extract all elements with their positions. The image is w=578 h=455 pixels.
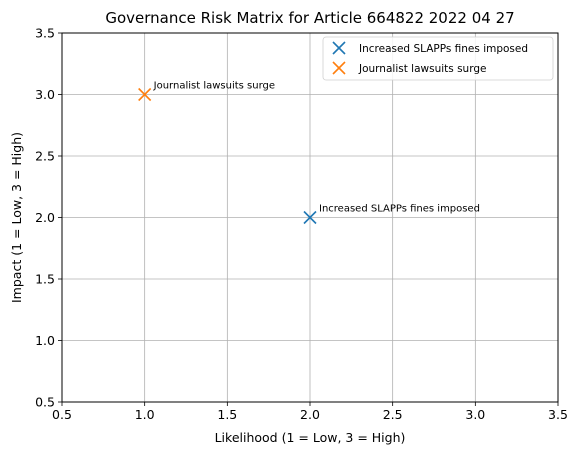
point-annotation-1: Increased SLAPPs fines imposed bbox=[319, 204, 480, 215]
y-tick-label: 1.0 bbox=[35, 333, 55, 348]
y-tick-label: 3.5 bbox=[35, 26, 55, 41]
point-annotation-2: Journalist lawsuits surge bbox=[153, 81, 275, 92]
data-point-2 bbox=[138, 87, 152, 102]
y-tick-label: 3.0 bbox=[35, 87, 55, 102]
legend-entry-2: Journalist lawsuits surge bbox=[358, 63, 486, 75]
y-tick-label: 0.5 bbox=[35, 395, 55, 410]
x-tick-label: 2.0 bbox=[300, 407, 320, 422]
legend: Increased SLAPPs fines imposed Journalist… bbox=[322, 36, 554, 81]
legend-box bbox=[322, 36, 554, 81]
y-tick-label: 2.0 bbox=[35, 210, 55, 225]
y-axis-ticks: 0.5 1.0 1.5 2.0 2.5 3.0 3.5 bbox=[35, 26, 62, 410]
x-axis-ticks: 0.5 1.0 1.5 2.0 2.5 3.0 3.5 bbox=[52, 402, 568, 422]
legend-entry-1: Increased SLAPPs fines imposed bbox=[359, 43, 528, 55]
x-tick-label: 3.0 bbox=[465, 407, 485, 422]
x-tick-label: 2.5 bbox=[383, 407, 403, 422]
y-axis-label: Impact (1 = Low, 3 = High) bbox=[9, 132, 24, 303]
chart-title: Governance Risk Matrix for Article 66482… bbox=[105, 9, 514, 27]
x-tick-label: 1.0 bbox=[135, 407, 155, 422]
data-point-1 bbox=[303, 210, 317, 225]
legend-marker-1 bbox=[332, 41, 346, 55]
x-tick-label: 0.5 bbox=[52, 407, 72, 422]
y-tick-label: 2.5 bbox=[35, 149, 55, 164]
x-tick-label: 3.5 bbox=[548, 407, 568, 422]
y-tick-label: 1.5 bbox=[35, 272, 55, 287]
legend-marker-2 bbox=[332, 61, 346, 75]
x-tick-label: 1.5 bbox=[217, 407, 237, 422]
data-points: Increased SLAPPs fines imposed Journalist… bbox=[138, 81, 480, 225]
x-axis-label: Likelihood (1 = Low, 3 = High) bbox=[215, 430, 406, 445]
